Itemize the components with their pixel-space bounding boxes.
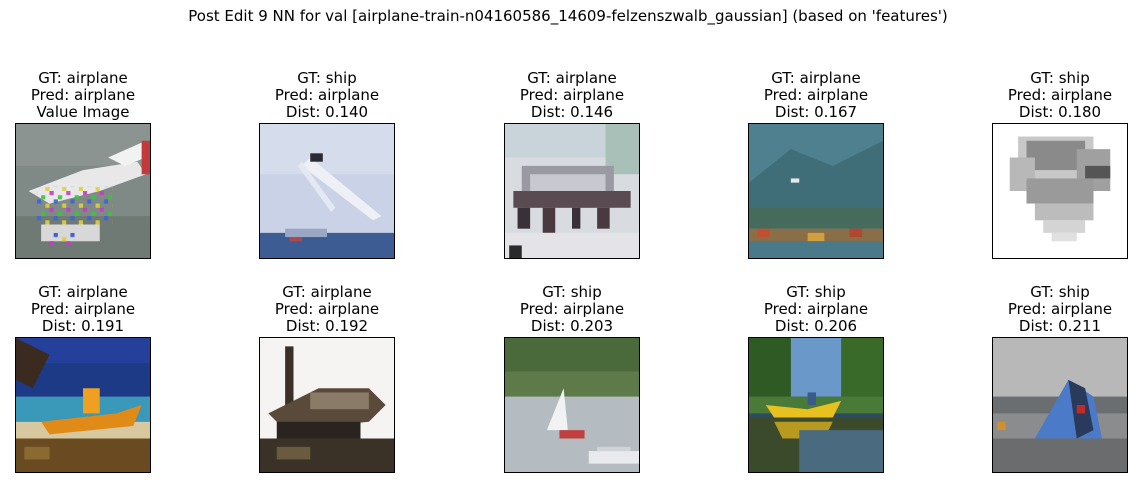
gt-label: GT: airplane xyxy=(771,69,861,87)
value-label: Value Image xyxy=(36,103,130,121)
pred-label: Pred: airplane xyxy=(519,300,625,318)
neighbor-panel-6: GT: airplane Pred: airplane Dist: 0.192 xyxy=(259,284,395,473)
figure-title: Post Edit 9 NN for val [airplane-train-n… xyxy=(188,7,948,25)
neighbor-panel-8: GT: ship Pred: airplane Dist: 0.206 xyxy=(748,284,884,473)
panel-title: GT: ship Pred: airplane Dist: 0.206 xyxy=(708,284,924,335)
dist-label: Dist: 0.211 xyxy=(1018,317,1102,335)
gt-label: GT: ship xyxy=(297,69,357,87)
panel-title: GT: ship Pred: airplane Dist: 0.203 xyxy=(464,284,680,335)
neighbor-image xyxy=(15,337,151,473)
pred-label: Pred: airplane xyxy=(274,300,380,318)
dist-label: Dist: 0.140 xyxy=(285,103,369,121)
gt-label: GT: ship xyxy=(542,283,602,301)
pred-label: Pred: airplane xyxy=(763,86,869,104)
pred-label: Pred: airplane xyxy=(763,300,869,318)
gt-label: GT: airplane xyxy=(38,69,128,87)
panel-title: GT: airplane Pred: airplane Dist: 0.146 xyxy=(464,70,680,121)
pred-label: Pred: airplane xyxy=(1007,300,1113,318)
neighbor-panel-7: GT: ship Pred: airplane Dist: 0.203 xyxy=(504,284,640,473)
pred-label: Pred: airplane xyxy=(519,86,625,104)
dist-label: Dist: 0.180 xyxy=(1018,103,1102,121)
dist-label: Dist: 0.146 xyxy=(530,103,614,121)
neighbor-image xyxy=(748,337,884,473)
neighbor-panel-2: GT: airplane Pred: airplane Dist: 0.146 xyxy=(504,70,640,259)
neighbor-panel-5: GT: airplane Pred: airplane Dist: 0.191 xyxy=(15,284,151,473)
panel-title: GT: airplane Pred: airplane Dist: 0.167 xyxy=(708,70,924,121)
gt-label: GT: airplane xyxy=(38,283,128,301)
pred-label: Pred: airplane xyxy=(30,86,136,104)
neighbor-panel-1: GT: ship Pred: airplane Dist: 0.140 xyxy=(259,70,395,259)
gt-label: GT: airplane xyxy=(282,283,372,301)
gt-label: GT: airplane xyxy=(527,69,617,87)
neighbor-panel-9: GT: ship Pred: airplane Dist: 0.211 xyxy=(992,284,1128,473)
neighbor-image xyxy=(992,123,1128,259)
panel-title: GT: airplane Pred: airplane Dist: 0.192 xyxy=(219,284,435,335)
neighbor-image xyxy=(504,337,640,473)
dist-label: Dist: 0.206 xyxy=(774,317,858,335)
dist-label: Dist: 0.203 xyxy=(530,317,614,335)
gt-label: GT: ship xyxy=(1030,283,1090,301)
panel-title: GT: ship Pred: airplane Dist: 0.140 xyxy=(219,70,435,121)
neighbor-image xyxy=(504,123,640,259)
panel-title: GT: ship Pred: airplane Dist: 0.211 xyxy=(952,284,1136,335)
dist-label: Dist: 0.192 xyxy=(285,317,369,335)
panel-title: GT: airplane Pred: airplane Value Image xyxy=(0,70,191,121)
query-image xyxy=(15,123,151,259)
pred-label: Pred: airplane xyxy=(274,86,380,104)
pred-label: Pred: airplane xyxy=(1007,86,1113,104)
gt-label: GT: ship xyxy=(786,283,846,301)
neighbor-panel-4: GT: ship Pred: airplane Dist: 0.180 xyxy=(992,70,1128,259)
neighbor-panel-query: GT: airplane Pred: airplane Value Image xyxy=(15,70,151,259)
neighbor-panel-3: GT: airplane Pred: airplane Dist: 0.167 xyxy=(748,70,884,259)
neighbor-image xyxy=(748,123,884,259)
pred-label: Pred: airplane xyxy=(30,300,136,318)
neighbor-image xyxy=(259,123,395,259)
panel-title: GT: airplane Pred: airplane Dist: 0.191 xyxy=(0,284,191,335)
panel-title: GT: ship Pred: airplane Dist: 0.180 xyxy=(952,70,1136,121)
gt-label: GT: ship xyxy=(1030,69,1090,87)
dist-label: Dist: 0.167 xyxy=(774,103,858,121)
dist-label: Dist: 0.191 xyxy=(41,317,125,335)
neighbor-image xyxy=(259,337,395,473)
neighbor-image xyxy=(992,337,1128,473)
